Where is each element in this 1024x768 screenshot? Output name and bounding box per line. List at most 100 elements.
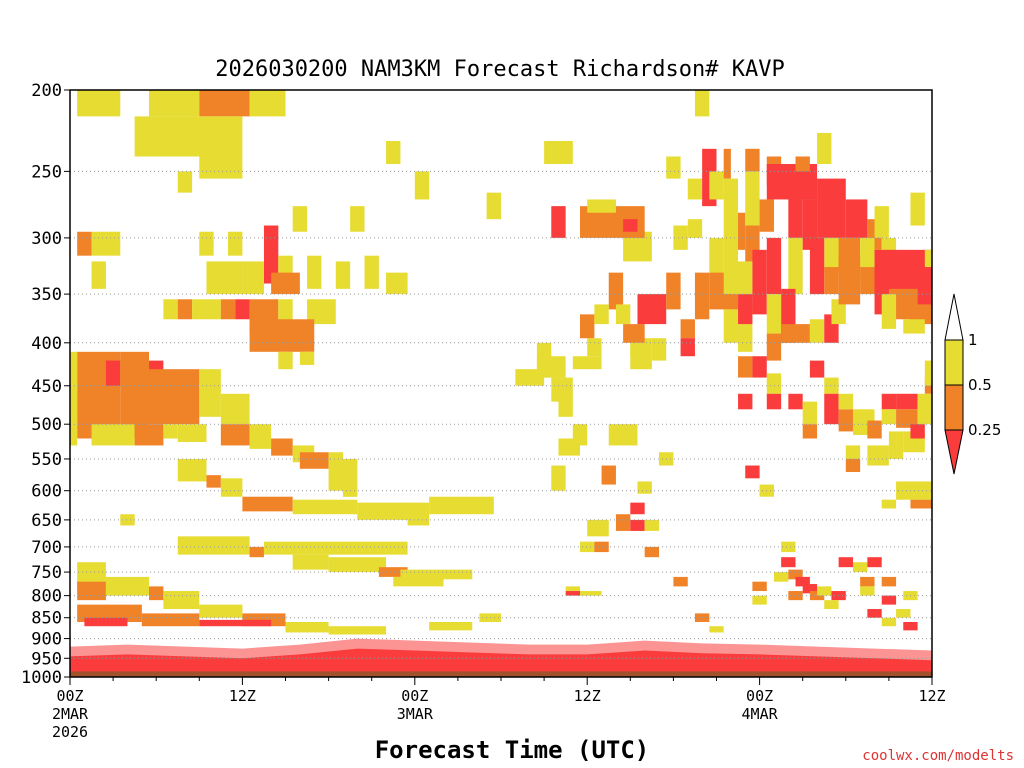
heatmap-cell: [220, 393, 250, 425]
heatmap-cell: [788, 237, 803, 295]
y-tick-label: 750: [31, 563, 62, 583]
heatmap-cell: [105, 360, 121, 386]
heatmap-cell: [738, 294, 753, 325]
y-tick-label: 800: [31, 587, 62, 607]
heatmap-cell: [809, 237, 825, 295]
heatmap-cell: [766, 393, 782, 410]
y-tick-label: 950: [31, 649, 62, 669]
heatmap-cell: [615, 304, 631, 325]
heatmap-cell: [177, 424, 207, 442]
y-tick-label: 1000: [21, 668, 62, 688]
heatmap-cell: [141, 613, 200, 627]
heatmap-cell: [120, 514, 135, 526]
heatmap-cell: [77, 231, 92, 256]
x-tick-label: 4MAR: [742, 705, 779, 723]
heatmap-cell: [242, 261, 264, 295]
heatmap-cell: [608, 424, 638, 446]
heatmap-cell: [536, 342, 552, 378]
heatmap-cell: [860, 576, 875, 587]
heatmap-cell: [903, 319, 925, 334]
legend-swatch: [944, 429, 964, 475]
y-tick-label: 250: [31, 162, 62, 182]
heatmap-cell: [263, 541, 408, 555]
heatmap-cell: [881, 409, 897, 425]
heatmap-cell: [515, 369, 545, 386]
heatmap-cell: [838, 557, 853, 568]
heatmap-cell: [831, 299, 846, 325]
heatmap-cell: [788, 393, 803, 410]
heatmap-cell: [881, 617, 897, 627]
heatmap-cell: [91, 424, 135, 446]
heatmap-cell: [723, 148, 731, 179]
heatmap-cell: [694, 90, 710, 117]
heatmap-cell: [91, 231, 121, 256]
heatmap-cell: [881, 294, 897, 329]
heatmap-cell: [378, 567, 408, 577]
heatmap-cell: [328, 557, 387, 573]
heatmap-cell: [429, 496, 494, 515]
heatmap-cell: [809, 360, 825, 378]
heatmap-cells: [70, 90, 932, 677]
heatmap-cell: [565, 586, 581, 592]
heatmap-cell: [745, 148, 760, 172]
heatmap-cell: [709, 626, 724, 633]
heatmap-cell: [580, 314, 595, 339]
heatmap-cell: [752, 581, 767, 592]
heatmap-cell: [817, 586, 832, 596]
heatmap-cell: [910, 499, 932, 509]
heatmap-cell: [587, 338, 602, 357]
heatmap-cell: [680, 319, 695, 339]
heatmap-cell: [673, 576, 688, 587]
heatmap-cell: [817, 132, 832, 165]
heatmap-cell: [867, 445, 889, 466]
heatmap-cell: [551, 206, 566, 238]
heatmap-cell: [551, 465, 566, 491]
heatmap-cell: [694, 272, 710, 320]
heatmap-cell: [637, 294, 667, 325]
legend-swatch: [944, 293, 964, 341]
y-tick-label: 850: [31, 609, 62, 629]
heatmap-cell: [400, 569, 473, 580]
heatmap-cell: [77, 90, 121, 117]
heatmap-cell: [766, 373, 782, 394]
heatmap-cell: [565, 591, 581, 596]
heatmap-cell: [852, 562, 868, 573]
heatmap-cell: [206, 475, 221, 488]
heatmap-cell: [723, 178, 739, 295]
heatmap-cell: [867, 557, 882, 568]
heatmap-cell: [738, 356, 753, 378]
heatmap-cell: [220, 299, 236, 320]
heatmap-cell: [910, 424, 925, 439]
heatmap-cell: [350, 206, 365, 232]
x-tick-label: 00Z: [56, 687, 83, 705]
heatmap-cell: [199, 369, 221, 417]
heatmap-cell: [666, 156, 681, 179]
y-tick-label: 400: [31, 334, 62, 354]
heatmap-cell: [802, 424, 818, 439]
heatmap-cell: [773, 572, 789, 582]
heatmap-cell: [163, 299, 178, 320]
heatmap-cell: [824, 600, 839, 610]
heatmap-cell: [580, 591, 602, 596]
heatmap-cell: [910, 304, 932, 325]
heatmap-cell: [817, 178, 846, 238]
heatmap-cell: [838, 255, 861, 305]
heatmap-cell: [924, 249, 932, 268]
heatmap-cell: [414, 171, 430, 200]
heatmap-cell: [551, 377, 573, 402]
heatmap-cell: [896, 609, 911, 618]
heatmap-cell: [364, 255, 379, 289]
heatmap-cell: [278, 351, 293, 370]
y-axis: 200 250 300 350 400 450 500 550 600 650 700 750 8008…: [21, 81, 70, 688]
heatmap-cell: [220, 424, 250, 446]
heatmap-cell: [134, 116, 243, 157]
heatmap-cell: [177, 171, 193, 193]
heatmap-cell: [77, 581, 106, 601]
heatmap-cell: [587, 199, 616, 213]
legend-swatch: [944, 384, 964, 431]
heatmap-cell: [220, 478, 243, 497]
heatmap-cell: [824, 393, 839, 425]
heatmap-cell: [709, 171, 724, 200]
